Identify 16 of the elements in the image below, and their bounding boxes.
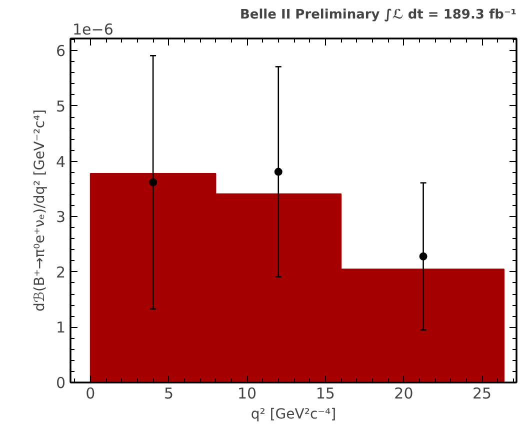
- x-tick-label: 25: [472, 384, 492, 402]
- x-tick-label: 0: [86, 384, 96, 402]
- annotation: 1e−6: [72, 20, 114, 38]
- y-tick-label: 1: [56, 318, 66, 337]
- x-tick-label: 5: [164, 384, 174, 402]
- y-tick-label: 3: [56, 208, 66, 226]
- x-tick-label: 20: [394, 384, 414, 402]
- x-axis-title: q² [GeV²c⁻⁴]: [250, 406, 336, 422]
- y-tick-label: 2: [56, 263, 66, 282]
- x-tick-label: 15: [316, 384, 335, 402]
- y-tick-label: 6: [56, 42, 66, 60]
- y-tick-label: 4: [56, 152, 66, 171]
- x-tick-label: 10: [238, 384, 257, 402]
- y-tick-label: 5: [56, 97, 66, 116]
- chart-title: Belle II Preliminary ∫ℒ dt = 189.3 fb⁻¹: [240, 8, 517, 22]
- y-axis-title: dℬ(B⁺→π⁰e⁺νₑ)/dq² [GeV⁻²c⁴]: [32, 109, 48, 312]
